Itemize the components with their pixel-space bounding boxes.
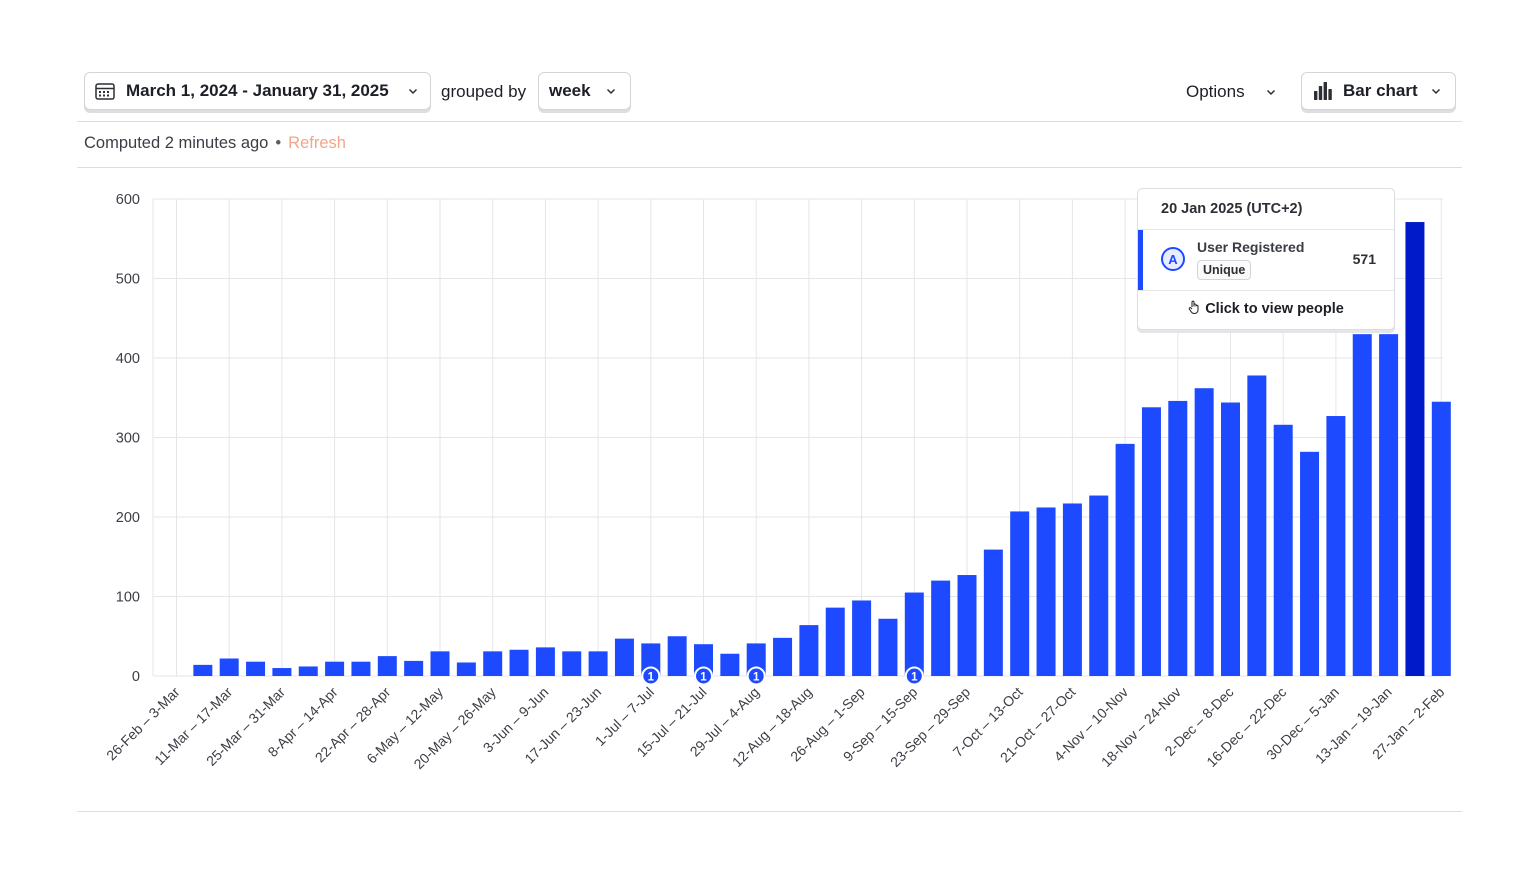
svg-text:1: 1 <box>753 672 760 684</box>
svg-text:1: 1 <box>648 672 655 684</box>
bar[interactable] <box>1062 503 1082 676</box>
bar[interactable] <box>904 592 924 676</box>
bar[interactable] <box>1194 388 1214 676</box>
bar[interactable] <box>931 580 951 676</box>
chart-tooltip: 20 Jan 2025 (UTC+2) A User Registered Un… <box>1137 188 1395 330</box>
options-label: Options <box>1186 82 1245 101</box>
bar[interactable] <box>377 656 397 676</box>
tooltip-series-row: A User Registered Unique 571 <box>1138 229 1394 291</box>
bar[interactable] <box>325 661 345 676</box>
bar[interactable] <box>614 638 634 676</box>
bar[interactable] <box>1089 495 1109 676</box>
bar[interactable] <box>1405 222 1425 676</box>
bar[interactable] <box>878 618 898 676</box>
pointer-hand-icon <box>1188 300 1200 318</box>
y-tick-label: 400 <box>116 351 140 367</box>
bar[interactable] <box>456 662 476 676</box>
bar[interactable] <box>720 653 740 676</box>
bar[interactable] <box>509 649 529 676</box>
bar[interactable] <box>219 658 239 676</box>
bar-chart-icon <box>1313 82 1332 100</box>
toolbar-divider <box>77 121 1462 122</box>
tooltip-series-name: User Registered <box>1197 239 1305 255</box>
bar[interactable] <box>588 651 608 676</box>
options-button[interactable]: Options <box>1186 82 1276 102</box>
refresh-link[interactable]: Refresh <box>288 134 346 152</box>
svg-text:1: 1 <box>911 672 918 684</box>
chart-bottom-divider <box>77 811 1462 812</box>
chevron-down-icon <box>606 86 616 96</box>
bar[interactable] <box>1431 401 1451 676</box>
bar[interactable] <box>1115 443 1135 676</box>
annotation-marker[interactable]: 1 <box>641 666 661 686</box>
bar[interactable] <box>1379 334 1399 676</box>
bar[interactable] <box>298 666 318 676</box>
bar[interactable] <box>1036 507 1056 676</box>
annotation-marker[interactable]: 1 <box>746 666 766 686</box>
tooltip-math-badge: Unique <box>1197 260 1252 280</box>
y-tick-label: 500 <box>116 272 140 288</box>
tooltip-value: 571 <box>1352 251 1376 267</box>
bar[interactable] <box>1352 334 1372 676</box>
bar[interactable] <box>773 637 793 676</box>
bar[interactable] <box>404 660 424 676</box>
bar[interactable] <box>562 651 582 676</box>
bar[interactable] <box>1010 511 1030 676</box>
chevron-down-icon <box>1431 86 1441 96</box>
bar[interactable] <box>430 651 450 676</box>
bar[interactable] <box>799 625 819 676</box>
y-tick-label: 0 <box>132 669 140 685</box>
bar[interactable] <box>193 664 213 676</box>
chart-type-select[interactable]: Bar chart <box>1301 72 1456 110</box>
view-people-action[interactable]: Click to view people <box>1138 300 1394 318</box>
computed-text: Computed 2 minutes ago <box>84 134 269 152</box>
svg-text:1: 1 <box>700 672 707 684</box>
interval-select[interactable]: week <box>538 72 631 110</box>
date-range-picker[interactable]: March 1, 2024 - January 31, 2025 <box>84 72 431 110</box>
bar[interactable] <box>272 668 292 676</box>
computed-status: Computed 2 minutes ago • Refresh <box>84 134 346 153</box>
bar[interactable] <box>1221 402 1240 676</box>
bar[interactable] <box>535 647 555 676</box>
annotation-marker[interactable]: 1 <box>904 666 924 686</box>
bar[interactable] <box>1168 400 1188 676</box>
status-divider <box>77 167 1462 168</box>
bar[interactable] <box>1300 451 1320 676</box>
bar[interactable] <box>825 607 845 676</box>
bar[interactable] <box>983 549 1003 676</box>
y-tick-label: 200 <box>116 510 140 526</box>
y-tick-label: 300 <box>116 431 140 447</box>
chart-type-label: Bar chart <box>1343 81 1418 100</box>
chevron-down-icon <box>1266 87 1276 97</box>
bar[interactable] <box>957 575 977 676</box>
bar[interactable] <box>246 661 266 676</box>
tooltip-date: 20 Jan 2025 (UTC+2) <box>1161 201 1303 217</box>
grouped-by-label: grouped by <box>441 82 527 101</box>
annotation-marker[interactable]: 1 <box>694 666 713 686</box>
chevron-down-icon <box>408 86 418 96</box>
date-range-label: March 1, 2024 - January 31, 2025 <box>126 81 389 100</box>
y-tick-label: 600 <box>116 192 140 208</box>
bar[interactable] <box>852 600 872 676</box>
interval-value: week <box>549 81 591 100</box>
series-letter-badge: A <box>1161 247 1185 271</box>
bar[interactable] <box>667 636 687 676</box>
bar[interactable] <box>1247 375 1267 676</box>
separator-dot: • <box>275 134 282 152</box>
bar[interactable] <box>1273 424 1293 676</box>
bar[interactable] <box>1326 416 1346 676</box>
view-people-label: Click to view people <box>1205 301 1344 317</box>
calendar-icon <box>95 82 115 100</box>
bar[interactable] <box>1141 407 1161 676</box>
series-color-accent <box>1138 230 1143 290</box>
y-tick-label: 100 <box>116 590 140 606</box>
bar[interactable] <box>483 651 503 676</box>
bar[interactable] <box>351 661 371 676</box>
